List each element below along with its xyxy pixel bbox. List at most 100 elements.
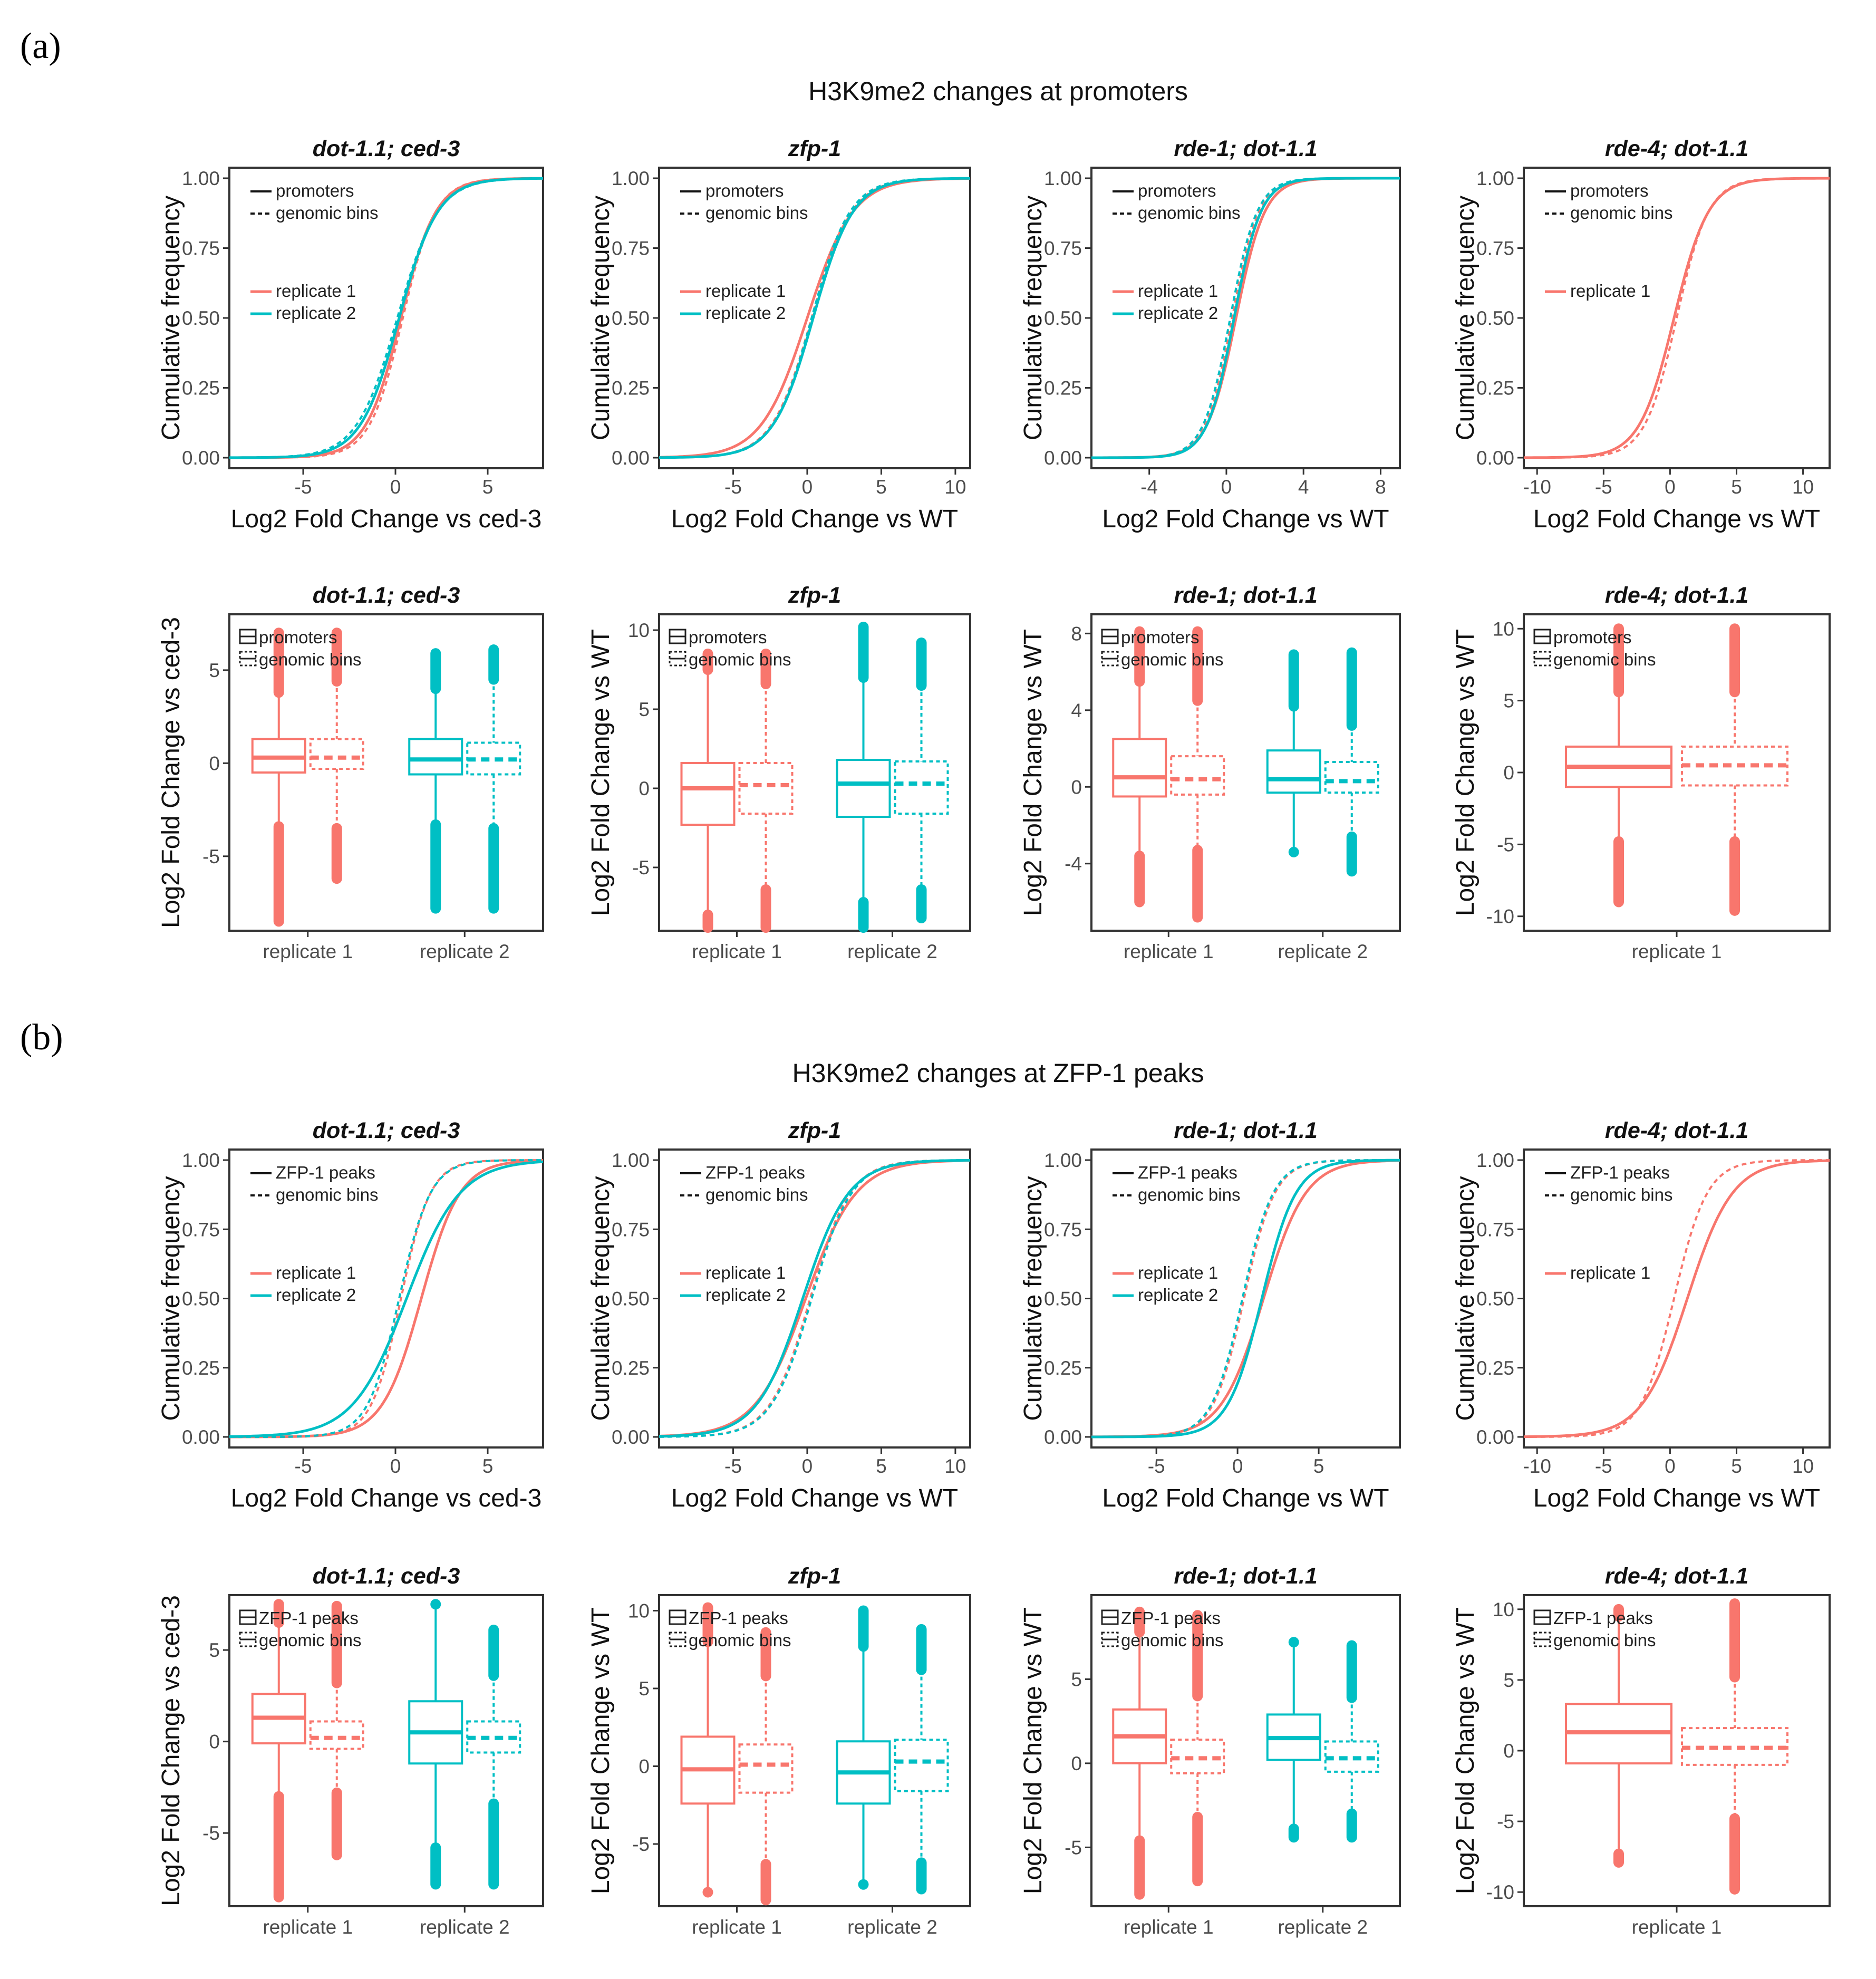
- a-box-3-xtick-label: replicate 1: [1124, 941, 1214, 962]
- a-cdf-1-xtick-label: 0: [390, 476, 401, 498]
- b-box-2-box-replicate-2-dashed-iqr: [894, 1739, 949, 1792]
- b-box-2-frame: [658, 1594, 971, 1907]
- b-box-3-ytick-label: -5: [1065, 1837, 1082, 1858]
- a-cdf-2-chart: zfp-1 0.00 0.25 0.50 0.75 1.00 Cumulative freq…: [587, 136, 971, 533]
- b-cdf-4-title: rde-4; dot-1.1: [1605, 1118, 1748, 1143]
- b-cdf-4-legend-label: replicate 1: [1570, 1263, 1650, 1282]
- b-cdf-1-ytick-label: 1.00: [182, 1150, 220, 1171]
- b-cdf-4-frame: [1523, 1148, 1831, 1449]
- a-cdf-1-legend-label: genomic bins: [276, 203, 378, 223]
- a-cdf-2-xtick-label: 0: [802, 476, 813, 498]
- b-cdf-3-legend-label: ZFP-1 peaks: [1138, 1163, 1237, 1182]
- a-cdf-4-xtick-label: 0: [1665, 476, 1676, 498]
- a-box-4-title: rde-4; dot-1.1: [1605, 583, 1748, 608]
- a-box-2-box-replicate-2-dashed-iqr: [894, 760, 949, 815]
- b-box-3-ytick-label: 0: [1071, 1753, 1082, 1774]
- b-box-2-ylabel: Log2 Fold Change vs WT: [587, 1607, 615, 1894]
- a-box-2-chart: zfp-1 -5 0 5 10 Log2 Fold Change vs WT replica…: [587, 583, 971, 962]
- a-box-4-legend-label: genomic bins: [1553, 650, 1656, 669]
- a-box-2-ytick-label: 5: [639, 699, 650, 720]
- b-cdf-4-ytick-label: 0.00: [1476, 1426, 1514, 1448]
- a-cdf-2-legend-label: promoters: [705, 181, 784, 200]
- a-box-3-title: rde-1; dot-1.1: [1174, 583, 1317, 608]
- b-cdf-1-xtick-label: 5: [482, 1455, 494, 1477]
- a-box-4-ytick-label: 5: [1503, 690, 1514, 712]
- a-box-3-box-replicate-1-dashed-iqr: [1170, 755, 1225, 796]
- b-box-2-ytick-label: 5: [639, 1678, 650, 1700]
- b-box-3-legend-label: genomic bins: [1121, 1630, 1223, 1650]
- panel-a-label: (a): [20, 26, 61, 66]
- b-cdf-4-chart: rde-4; dot-1.1 0.00 0.25 0.50 0.75 1.00 Cumula…: [1452, 1118, 1831, 1512]
- b-box-3-ytick-label: 5: [1071, 1668, 1082, 1690]
- a-box-3-ylabel: Log2 Fold Change vs WT: [1019, 629, 1047, 916]
- a-cdf-1-title: dot-1.1; ced-3: [313, 136, 460, 161]
- b-cdf-2-xtick-label: 10: [944, 1455, 966, 1477]
- a-box-3-box-replicate-1-solid-iqr: [1112, 738, 1167, 798]
- b-cdf-1-xtick-label: 0: [390, 1455, 401, 1477]
- a-cdf-1-ytick-label: 0.00: [182, 447, 220, 469]
- b-cdf-2-chart: zfp-1 0.00 0.25 0.50 0.75 1.00 Cumulative freq…: [587, 1118, 971, 1512]
- b-cdf-4-series-replicate-1-solid-line: [1524, 1159, 1830, 1439]
- b-cdf-1-legend-label: genomic bins: [276, 1185, 378, 1204]
- b-cdf-2-xtick-label: -5: [724, 1455, 742, 1477]
- b-cdf-4-legend-label: ZFP-1 peaks: [1570, 1163, 1670, 1182]
- a-box-3-frame: [1090, 613, 1401, 932]
- a-cdf-2-legend-label: replicate 2: [705, 303, 786, 323]
- a-cdf-1-ytick-label: 0.25: [182, 378, 220, 399]
- b-cdf-1-ytick-label: 0.75: [182, 1219, 220, 1240]
- b-box-4-legend-label: genomic bins: [1553, 1630, 1656, 1650]
- b-cdf-4-ylabel: Cumulative frequency: [1452, 1176, 1479, 1421]
- a-cdf-2-xlabel: Log2 Fold Change vs WT: [671, 505, 958, 533]
- a-cdf-4-legend-label: replicate 1: [1570, 281, 1650, 301]
- b-cdf-1-legend-label: replicate 2: [276, 1285, 356, 1305]
- b-box-4-chart: rde-4; dot-1.1 -10 -5 0 5 10 Log2 Fold Change …: [1452, 1563, 1831, 1938]
- a-cdf-3-chart: rde-1; dot-1.1 0.00 0.25 0.50 0.75 1.00 Cumula…: [1019, 136, 1401, 533]
- a-box-1-legend-label: genomic bins: [259, 650, 361, 669]
- a-box-4-chart: rde-4; dot-1.1 -10 -5 0 5 10 Log2 Fold Change …: [1452, 583, 1831, 962]
- b-box-4-ytick-label: 10: [1493, 1599, 1514, 1620]
- a-cdf-2-ytick-label: 0.00: [612, 447, 650, 469]
- a-cdf-2-legend-label: replicate 1: [705, 281, 786, 301]
- a-cdf-4-series-replicate-1-dashed-line: [1524, 177, 1830, 459]
- a-cdf-3-xlabel: Log2 Fold Change vs WT: [1102, 505, 1389, 533]
- a-cdf-3-legend-label: promoters: [1138, 181, 1216, 200]
- a-box-3-ytick-label: 8: [1071, 623, 1082, 644]
- b-cdf-3-ytick-label: 0.75: [1044, 1219, 1082, 1240]
- a-cdf-2-title: zfp-1: [788, 136, 841, 161]
- b-cdf-4-ytick-label: 0.25: [1476, 1357, 1514, 1379]
- b-box-1-xtick-label: replicate 1: [263, 1916, 353, 1938]
- b-cdf-2-title: zfp-1: [788, 1118, 841, 1143]
- a-cdf-1-ytick-label: 0.50: [182, 307, 220, 329]
- b-box-2-ytick-label: 0: [639, 1756, 650, 1778]
- a-box-1-xtick-label: replicate 1: [263, 941, 353, 962]
- b-cdf-2-xtick-label: 5: [876, 1455, 887, 1477]
- a-box-4-xtick-label: replicate 1: [1632, 941, 1722, 962]
- b-box-3-box-replicate-1-dashed-iqr: [1170, 1739, 1225, 1775]
- b-cdf-2-series-replicate-2-dashed-line: [659, 1159, 970, 1438]
- b-cdf-4-xlabel: Log2 Fold Change vs WT: [1533, 1484, 1820, 1512]
- a-cdf-1-legend-label: promoters: [276, 181, 354, 200]
- a-box-1-ytick-label: 0: [209, 752, 220, 774]
- a-cdf-3-xtick-label: 0: [1221, 476, 1232, 498]
- b-cdf-1-ytick-label: 0.25: [182, 1357, 220, 1379]
- b-cdf-4-series-replicate-1-dashed-line: [1524, 1159, 1830, 1438]
- a-cdf-3-title: rde-1; dot-1.1: [1174, 136, 1317, 161]
- a-box-3-legend-label: promoters: [1121, 628, 1200, 647]
- b-cdf-2-legend-label: ZFP-1 peaks: [705, 1163, 805, 1182]
- b-cdf-3-title: rde-1; dot-1.1: [1174, 1118, 1317, 1143]
- b-box-2-ytick-label: 10: [628, 1600, 650, 1622]
- b-box-2-xtick-label: replicate 1: [692, 1916, 782, 1938]
- a-cdf-3-legend-label: genomic bins: [1138, 203, 1240, 223]
- b-cdf-2-legend-label: replicate 2: [705, 1285, 786, 1305]
- a-box-3-box-replicate-2-dashed-iqr: [1324, 761, 1379, 794]
- a-cdf-2-xtick-label: 10: [944, 476, 966, 498]
- a-box-1-legend-label: promoters: [259, 628, 337, 647]
- b-box-3-xtick-label: replicate 2: [1278, 1916, 1368, 1938]
- a-box-3-ytick-label: 0: [1071, 776, 1082, 798]
- a-cdf-4-legend-label: genomic bins: [1570, 203, 1672, 223]
- a-box-2-ytick-label: 10: [628, 620, 650, 641]
- b-box-3-ylabel: Log2 Fold Change vs WT: [1019, 1607, 1047, 1894]
- b-cdf-2-ytick-label: 0.00: [612, 1426, 650, 1448]
- a-cdf-3-ytick-label: 0.00: [1044, 447, 1082, 469]
- b-box-3-xtick-label: replicate 1: [1124, 1916, 1214, 1938]
